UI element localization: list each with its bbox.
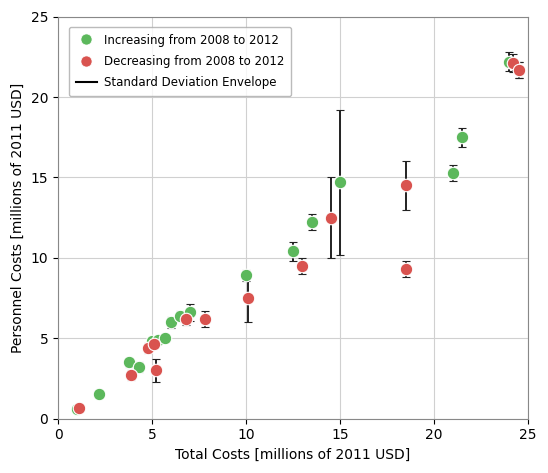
- Legend: Increasing from 2008 to 2012, Decreasing from 2008 to 2012, Standard Deviation E: Increasing from 2008 to 2012, Decreasing…: [68, 26, 292, 96]
- Y-axis label: Personnel Costs [millions of 2011 USD]: Personnel Costs [millions of 2011 USD]: [11, 82, 25, 353]
- X-axis label: Total Costs [millions of 2011 USD]: Total Costs [millions of 2011 USD]: [175, 448, 410, 462]
